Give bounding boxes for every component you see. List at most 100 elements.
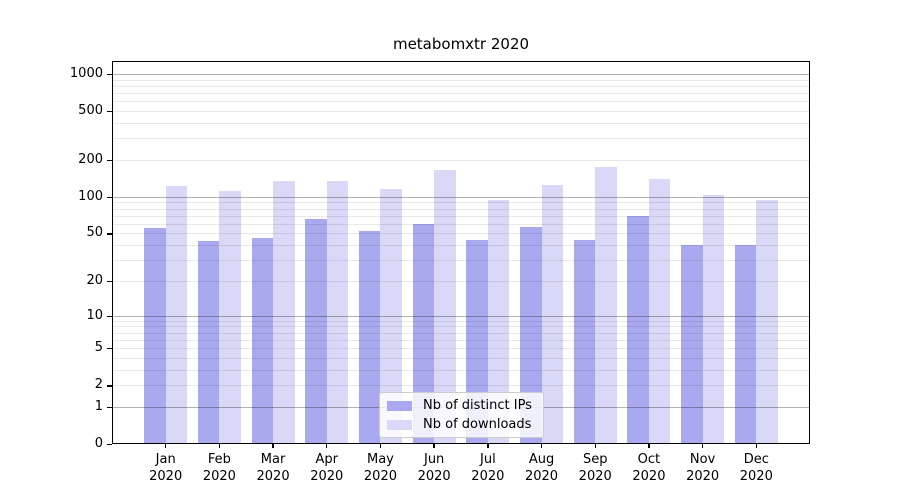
gridline-minor-7 <box>112 332 810 334</box>
x-tick-mark-mar <box>272 444 274 448</box>
bar-downloads-may <box>380 188 402 444</box>
bar-downloads-nov <box>702 195 725 444</box>
bar-downloads-dec <box>756 199 778 444</box>
bar-distinct-ips-apr <box>305 218 327 444</box>
bar-distinct-ips-nov <box>681 245 703 444</box>
legend: Nb of distinct IPs Nb of downloads <box>379 392 544 438</box>
x-tick-label-oct: Oct 2020 <box>632 452 666 484</box>
gridline-minor-80 <box>112 208 810 210</box>
gridline-minor-70 <box>112 215 810 217</box>
x-tick-label-nov: Nov 2020 <box>686 452 720 484</box>
bar-downloads-feb <box>219 191 241 444</box>
gridline-minor-20 <box>112 280 810 282</box>
x-tick-mark-nov <box>701 444 704 448</box>
gridline-minor-9 <box>112 320 810 322</box>
bar-distinct-ips-dec <box>734 245 757 444</box>
gridline-minor-8 <box>112 326 810 328</box>
bar-distinct-ips-aug <box>520 226 542 444</box>
bar-distinct-ips-feb <box>197 241 220 444</box>
gridline-minor-200 <box>112 160 810 161</box>
x-tick-label-sep: Sep 2020 <box>578 452 612 484</box>
gridline-minor-600 <box>112 101 810 103</box>
y-tick-label-10: 10 <box>86 307 103 323</box>
bar-downloads-sep <box>595 166 617 444</box>
y-tick-label-50: 50 <box>86 225 103 241</box>
x-tick-label-aug: Aug 2020 <box>524 452 559 484</box>
bar-downloads-oct <box>648 178 671 444</box>
x-tick-mark-oct <box>648 444 650 448</box>
y-tick-label-1000: 1000 <box>69 65 103 81</box>
bar-downloads-jan <box>165 186 188 444</box>
bar-distinct-ips-mar <box>251 237 274 444</box>
y-tick-mark-2 <box>107 385 112 387</box>
plot-area <box>112 61 810 444</box>
bar-distinct-ips-oct <box>627 216 649 444</box>
x-tick-label-feb: Feb 2020 <box>202 452 236 484</box>
legend-swatch-distinct-ips <box>387 400 412 411</box>
y-tick-label-5: 5 <box>94 340 103 356</box>
x-tick-label-may: May 2020 <box>363 452 397 484</box>
gridline-minor-5 <box>112 348 810 349</box>
y-tick-label-200: 200 <box>78 151 103 167</box>
gridline-minor-400 <box>112 123 810 124</box>
x-tick-label-jan: Jan 2020 <box>149 452 183 484</box>
gridline-minor-4 <box>112 357 810 359</box>
x-tick-mark-dec <box>755 444 757 448</box>
gridline-major-100 <box>112 196 810 198</box>
chart-title: metabomxtr 2020 <box>392 35 530 53</box>
x-tick-label-apr: Apr 2020 <box>310 452 344 484</box>
bar-distinct-ips-jun <box>412 223 435 444</box>
y-tick-mark-5 <box>107 348 112 350</box>
gridline-minor-90 <box>112 202 810 204</box>
y-tick-mark-500 <box>107 111 112 113</box>
y-tick-mark-1 <box>107 406 112 409</box>
y-tick-label-2: 2 <box>94 377 103 393</box>
x-tick-mark-feb <box>218 444 221 448</box>
gridline-minor-60 <box>112 223 810 225</box>
bar-downloads-jun <box>434 169 456 444</box>
x-tick-label-jun: Jun 2020 <box>417 452 451 484</box>
legend-swatch-downloads <box>387 419 412 430</box>
x-tick-label-dec: Dec 2020 <box>739 452 773 484</box>
y-tick-label-500: 500 <box>78 103 103 119</box>
y-tick-mark-100 <box>107 196 112 199</box>
bar-downloads-mar <box>273 180 295 444</box>
gridline-minor-500 <box>112 111 810 113</box>
y-tick-label-100: 100 <box>78 188 103 204</box>
gridline-minor-6 <box>112 339 810 341</box>
y-tick-label-0: 0 <box>94 436 103 451</box>
bar-downloads-apr <box>326 180 349 444</box>
legend-label-downloads: Nb of downloads <box>423 417 532 432</box>
bar-distinct-ips-sep <box>573 240 596 444</box>
y-tick-mark-10 <box>107 315 112 317</box>
y-tick-label-1: 1 <box>94 398 103 414</box>
bar-downloads-jul <box>487 199 510 444</box>
bar-distinct-ips-may <box>358 231 381 444</box>
gridline-minor-700 <box>112 93 810 95</box>
gridline-major-1000 <box>112 74 810 75</box>
gridline-minor-300 <box>112 138 810 140</box>
legend-row-distinct-ips: Nb of distinct IPs <box>387 398 536 413</box>
x-tick-label-jul: Jul 2020 <box>471 452 505 484</box>
x-tick-mark-jan <box>164 444 167 448</box>
gridline-minor-40 <box>112 245 810 247</box>
y-tick-mark-20 <box>107 280 112 283</box>
x-tick-label-mar: Mar 2020 <box>256 452 290 484</box>
gridline-minor-2 <box>112 385 810 387</box>
bar-downloads-aug <box>541 185 564 444</box>
gridline-minor-800 <box>112 85 810 87</box>
x-tick-mark-jul <box>487 444 489 448</box>
legend-row-downloads: Nb of downloads <box>387 417 536 432</box>
gridline-minor-3 <box>112 369 810 371</box>
y-tick-label-20: 20 <box>86 272 103 288</box>
x-tick-mark-aug <box>540 444 543 448</box>
y-tick-mark-50 <box>107 233 112 235</box>
bar-distinct-ips-jan <box>144 228 166 444</box>
gridline-minor-30 <box>112 260 810 262</box>
x-tick-mark-may <box>379 444 382 448</box>
y-tick-mark-0 <box>107 444 112 446</box>
x-tick-mark-jun <box>433 444 435 448</box>
y-tick-mark-1000 <box>107 73 112 76</box>
y-tick-mark-200 <box>107 159 112 162</box>
